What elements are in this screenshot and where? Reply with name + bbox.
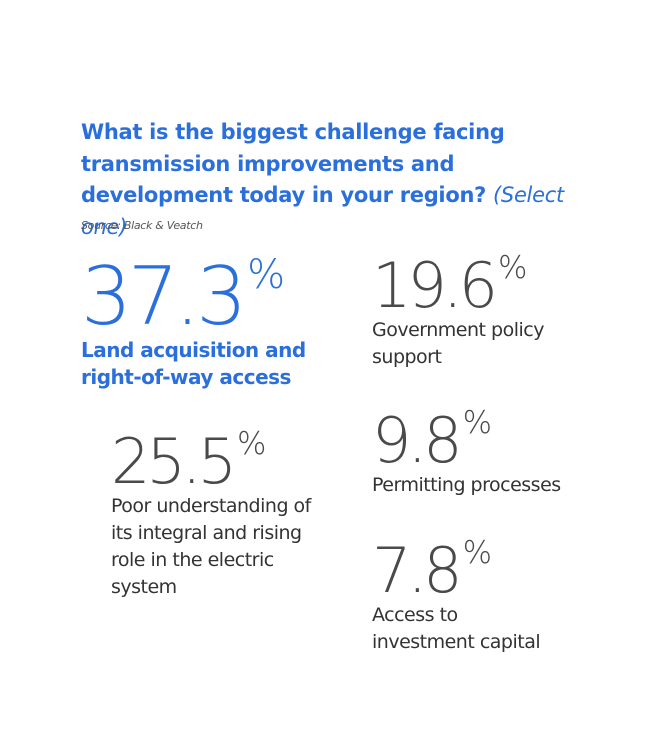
stat-value: 7.8% bbox=[372, 534, 493, 607]
stat-value: 9.8% bbox=[372, 404, 493, 477]
question-text: What is the biggest challenge facing tra… bbox=[81, 120, 505, 207]
stat-permitting: 9.8% Permitting processes bbox=[372, 404, 592, 499]
stat-label: Permitting processes bbox=[372, 474, 561, 496]
question-title: What is the biggest challenge facing tra… bbox=[81, 117, 601, 243]
stat-poor-understanding: 25.5% Poor understanding of its integral… bbox=[111, 425, 311, 601]
question-hint: (Select one) bbox=[81, 183, 564, 239]
stat-land-acquisition: 37.3% Land acquisition and right-of-way … bbox=[81, 250, 331, 391]
stat-label: Land acquisition and right-of-way access bbox=[81, 338, 306, 389]
stat-label: Access to investment capital bbox=[372, 604, 541, 653]
stat-investment-capital: 7.8% Access to investment capital bbox=[372, 534, 562, 656]
stat-value: 37.3% bbox=[81, 250, 286, 343]
source-note: Source: Black & Veatch bbox=[81, 219, 203, 232]
stat-label: Government policy support bbox=[372, 319, 544, 368]
stat-value: 25.5% bbox=[111, 425, 267, 498]
stat-government-policy: 19.6% Government policy support bbox=[372, 249, 572, 371]
stat-label: Poor understanding of its integral and r… bbox=[111, 495, 311, 598]
stat-value: 19.6% bbox=[372, 249, 528, 322]
